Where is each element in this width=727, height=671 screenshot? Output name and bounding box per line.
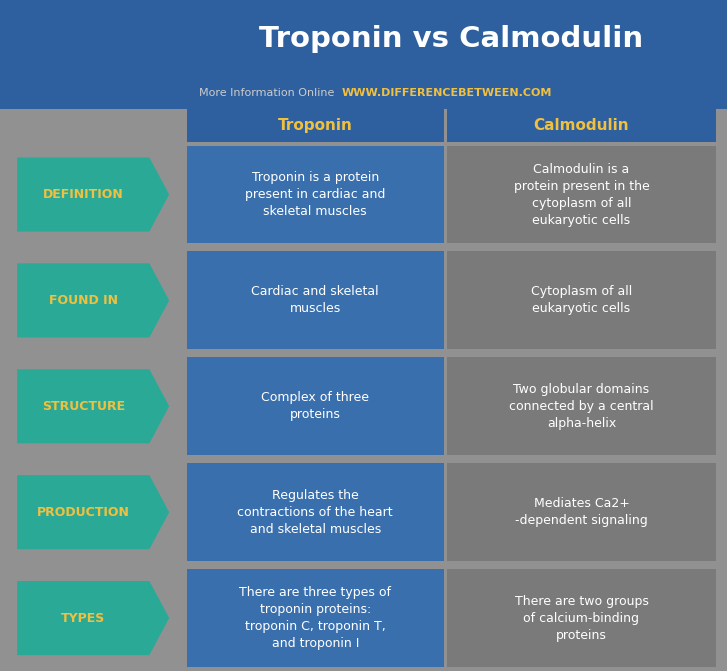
FancyBboxPatch shape — [187, 146, 444, 244]
FancyBboxPatch shape — [187, 358, 444, 455]
Text: DEFINITION: DEFINITION — [43, 188, 124, 201]
Text: PRODUCTION: PRODUCTION — [37, 506, 129, 519]
FancyBboxPatch shape — [447, 358, 716, 455]
Text: STRUCTURE: STRUCTURE — [41, 400, 125, 413]
FancyBboxPatch shape — [0, 459, 727, 565]
Text: Regulates the
contractions of the heart
and skeletal muscles: Regulates the contractions of the heart … — [238, 488, 393, 535]
Text: Troponin is a protein
present in cardiac and
skeletal muscles: Troponin is a protein present in cardiac… — [245, 171, 385, 218]
Text: FOUND IN: FOUND IN — [49, 294, 118, 307]
Text: Troponin vs Calmodulin: Troponin vs Calmodulin — [259, 25, 643, 52]
Polygon shape — [17, 158, 169, 231]
FancyBboxPatch shape — [0, 142, 727, 248]
Polygon shape — [17, 263, 169, 338]
FancyBboxPatch shape — [447, 463, 716, 561]
Text: More Information Online: More Information Online — [199, 89, 334, 98]
Text: Troponin: Troponin — [278, 118, 353, 133]
FancyBboxPatch shape — [447, 146, 716, 244]
Text: Cytoplasm of all
eukaryotic cells: Cytoplasm of all eukaryotic cells — [531, 285, 632, 315]
FancyBboxPatch shape — [187, 252, 444, 350]
FancyBboxPatch shape — [447, 252, 716, 350]
Polygon shape — [17, 581, 169, 655]
FancyBboxPatch shape — [0, 565, 727, 671]
Text: WWW.DIFFERENCEBETWEEN.COM: WWW.DIFFERENCEBETWEEN.COM — [342, 89, 552, 98]
Text: Complex of three
proteins: Complex of three proteins — [261, 391, 369, 421]
Text: Cardiac and skeletal
muscles: Cardiac and skeletal muscles — [252, 285, 379, 315]
FancyBboxPatch shape — [447, 109, 716, 142]
Text: There are three types of
troponin proteins:
troponin C, troponin T,
and troponin: There are three types of troponin protei… — [239, 586, 391, 650]
FancyBboxPatch shape — [187, 463, 444, 561]
Text: Mediates Ca2+
-dependent signaling: Mediates Ca2+ -dependent signaling — [515, 497, 648, 527]
Polygon shape — [17, 475, 169, 550]
Text: Two globular domains
connected by a central
alpha-helix: Two globular domains connected by a cent… — [509, 382, 654, 430]
Text: Calmodulin: Calmodulin — [534, 118, 630, 133]
Text: Calmodulin is a
protein present in the
cytoplasm of all
eukaryotic cells: Calmodulin is a protein present in the c… — [513, 162, 649, 227]
FancyBboxPatch shape — [0, 0, 727, 77]
FancyBboxPatch shape — [0, 77, 727, 109]
FancyBboxPatch shape — [0, 248, 727, 354]
Text: There are two groups
of calcium-binding
proteins: There are two groups of calcium-binding … — [515, 595, 648, 641]
FancyBboxPatch shape — [187, 569, 444, 667]
Polygon shape — [17, 369, 169, 444]
FancyBboxPatch shape — [447, 569, 716, 667]
FancyBboxPatch shape — [0, 354, 727, 459]
Text: TYPES: TYPES — [61, 611, 105, 625]
FancyBboxPatch shape — [187, 109, 444, 142]
